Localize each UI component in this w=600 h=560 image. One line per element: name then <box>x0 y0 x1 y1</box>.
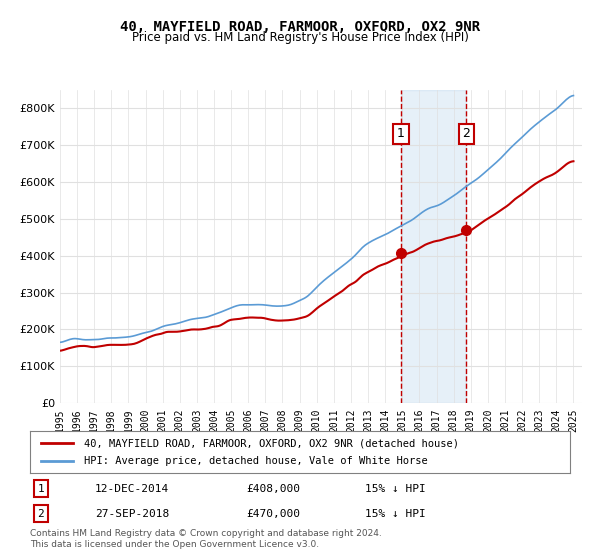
Text: 27-SEP-2018: 27-SEP-2018 <box>95 509 169 519</box>
Text: 1: 1 <box>37 484 44 493</box>
Text: Price paid vs. HM Land Registry's House Price Index (HPI): Price paid vs. HM Land Registry's House … <box>131 31 469 44</box>
Text: 2: 2 <box>463 127 470 141</box>
Text: 2: 2 <box>37 509 44 519</box>
Text: 15% ↓ HPI: 15% ↓ HPI <box>365 484 425 493</box>
Text: 40, MAYFIELD ROAD, FARMOOR, OXFORD, OX2 9NR: 40, MAYFIELD ROAD, FARMOOR, OXFORD, OX2 … <box>120 20 480 34</box>
Bar <box>401 90 466 403</box>
Text: 15% ↓ HPI: 15% ↓ HPI <box>365 509 425 519</box>
Text: 40, MAYFIELD ROAD, FARMOOR, OXFORD, OX2 9NR (detached house): 40, MAYFIELD ROAD, FARMOOR, OXFORD, OX2 … <box>84 439 459 449</box>
Text: £408,000: £408,000 <box>246 484 300 493</box>
Text: 12-DEC-2014: 12-DEC-2014 <box>95 484 169 493</box>
Text: 1: 1 <box>397 127 405 141</box>
Text: £470,000: £470,000 <box>246 509 300 519</box>
Text: Contains HM Land Registry data © Crown copyright and database right 2024.
This d: Contains HM Land Registry data © Crown c… <box>30 529 382 549</box>
Text: HPI: Average price, detached house, Vale of White Horse: HPI: Average price, detached house, Vale… <box>84 456 428 466</box>
